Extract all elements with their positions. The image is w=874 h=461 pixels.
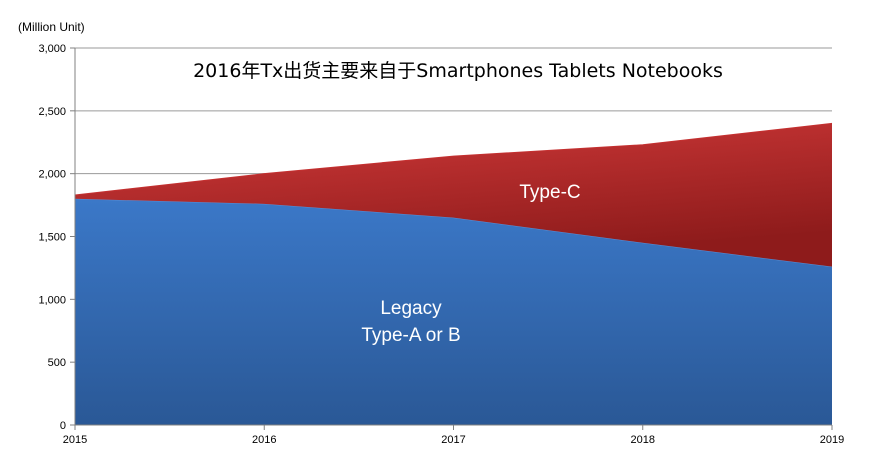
y-tick-label: 2,000: [38, 169, 66, 181]
x-tick-label: 2019: [820, 434, 844, 446]
x-tick-label: 2015: [63, 434, 87, 446]
y-tick-label: 0: [60, 420, 66, 432]
x-tick-labels: 2015 2016 2017 2018 2019: [63, 434, 844, 446]
chart-title: 2016年Tx出货主要来自于Smartphones Tablets Notebo…: [193, 60, 723, 82]
area-series: [74, 122, 833, 425]
axes: [74, 48, 833, 430]
legacy-label-line-1: Legacy: [380, 298, 442, 319]
y-tick-label: 3,000: [38, 43, 66, 55]
y-tick-labels: 0 500 1,000 1,500 2,000 2,500 3,000: [38, 43, 66, 432]
x-tick-label: 2018: [631, 434, 655, 446]
y-axis-unit-label: (Million Unit): [18, 20, 85, 34]
y-tick-label: 500: [48, 357, 66, 369]
area-type-c: [75, 123, 832, 267]
x-tick-label: 2016: [252, 434, 276, 446]
legacy-label-line-2: Type-A or B: [361, 325, 460, 346]
typec-label: Type-C: [519, 182, 580, 203]
area-type-c-edge: [74, 122, 833, 196]
y-tick-label: 1,000: [38, 294, 66, 306]
x-tick-label: 2017: [441, 434, 465, 446]
area-legacy-type-a-or-b: [75, 198, 832, 425]
y-tick-label: 1,500: [38, 232, 66, 244]
y-tick-label: 2,500: [38, 106, 66, 118]
